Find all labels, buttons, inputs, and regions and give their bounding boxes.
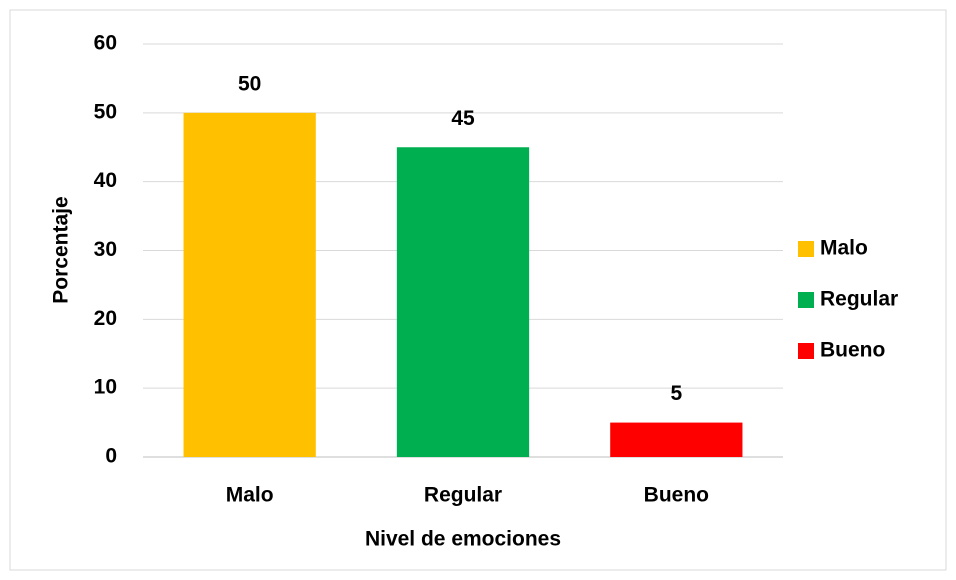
bar xyxy=(396,147,530,457)
legend-swatch xyxy=(798,292,814,308)
legend-label: Bueno xyxy=(820,339,885,362)
data-label: 50 xyxy=(238,72,261,95)
x-axis-label: Nivel de emociones xyxy=(365,528,561,551)
data-label: 45 xyxy=(451,107,475,130)
x-tick-label: Bueno xyxy=(644,484,709,507)
data-label: 5 xyxy=(670,382,682,405)
y-tick-label: 0 xyxy=(105,445,117,468)
x-tick-label: Malo xyxy=(226,484,274,507)
y-axis-label: Porcentaje xyxy=(50,196,73,303)
x-tick-label: Regular xyxy=(424,484,502,507)
y-tick-label: 10 xyxy=(94,376,117,399)
legend-swatch xyxy=(798,343,814,359)
bar xyxy=(610,422,743,457)
y-tick-label: 60 xyxy=(94,32,117,55)
y-tick-label: 20 xyxy=(94,307,117,330)
legend-label: Malo xyxy=(820,237,868,260)
y-tick-label: 50 xyxy=(94,100,117,123)
legend-swatch xyxy=(798,241,814,257)
y-tick-label: 30 xyxy=(94,238,117,261)
legend-label: Regular xyxy=(820,288,898,311)
y-tick-label: 40 xyxy=(94,169,117,192)
bar xyxy=(183,112,316,457)
